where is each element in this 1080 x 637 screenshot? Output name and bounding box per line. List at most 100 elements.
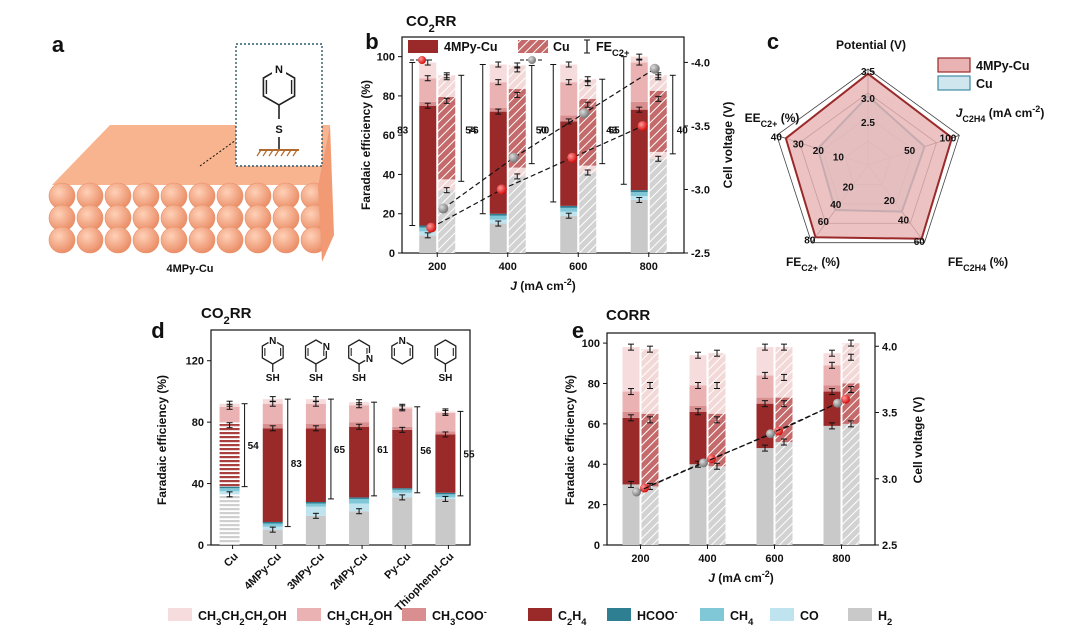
- x-tick-label: 4MPy-Cu: [242, 551, 284, 593]
- bar-4mpy-ethanol: [622, 391, 640, 412]
- x-tick-label: 600: [569, 261, 587, 273]
- bar-4mpy-ethylene: [489, 111, 507, 214]
- bar-4MPy-Cu-h2: [262, 529, 283, 545]
- y-tick-label: 0: [198, 540, 204, 552]
- legend-ball-cu: [528, 56, 536, 64]
- bar-cu-h2: [508, 176, 526, 253]
- n-bg: [364, 353, 375, 363]
- y2-tick-label: 4.0: [882, 341, 897, 353]
- bar-4mpy-ethanol: [489, 82, 507, 108]
- panel-d-frame: [210, 329, 471, 546]
- bar-cu-ethylene: [842, 389, 860, 424]
- product-legend: CH3CH2CH2OH CH3CH2OH CH3COO- C2H4 HCOO- CH4 CO…: [168, 607, 892, 627]
- bar-cu-ethylene: [649, 98, 667, 152]
- n-bg: [321, 341, 332, 351]
- y-tick-label: 0: [389, 248, 395, 260]
- bar-cu-propanol: [775, 347, 793, 378]
- bar-Py-Cu-formate: [392, 488, 413, 490]
- radar-tick-label: 100: [940, 134, 957, 145]
- bar-cu-methane: [579, 166, 597, 169]
- y-tick-label: 100: [377, 52, 395, 64]
- bar-4MPy-Cu-ethylene: [262, 428, 283, 522]
- bar-Cu-ethylene: [219, 425, 240, 487]
- legend-label-co: CO: [800, 609, 819, 623]
- n-bg: [397, 335, 408, 345]
- legend-label-ethylene: C2H4: [558, 609, 587, 627]
- x-tick-label: 200: [631, 553, 649, 565]
- radar-tick-label: 50: [904, 146, 916, 157]
- panel-b-frame: [401, 36, 685, 254]
- bar-2MPy-Cu-ethylene: [349, 426, 370, 498]
- x-tick-label: 600: [765, 553, 783, 565]
- bar-Thiophenol-Cu-ethanol: [435, 412, 456, 432]
- panel-e-xlabel: J (mA cm-2): [708, 569, 774, 585]
- bar-4mpy-formate: [489, 213, 507, 216]
- bar-2MPy-Cu-methane: [349, 498, 370, 504]
- panel-e-ylabel: Faradaic efficiency (%): [563, 375, 577, 505]
- x-tick-label: 800: [640, 261, 658, 273]
- copper-sphere: [48, 226, 76, 254]
- copper-sphere: [132, 226, 160, 254]
- y2-tick-label: 3.0: [882, 474, 897, 486]
- bar-4mpy-ethylene: [689, 411, 707, 465]
- bar-4mpy-propanol: [419, 62, 437, 79]
- bar-3MPy-Cu-ethylene: [305, 428, 326, 502]
- bar-Thiophenol-Cu-h2: [435, 498, 456, 545]
- cell-voltage-line-Cu: [442, 68, 656, 210]
- bar-cu-acetate: [649, 91, 667, 99]
- radar-tick-label: 60: [818, 217, 830, 228]
- radar-axis-potential: Potential (V): [836, 38, 906, 52]
- bar-cu-h2: [775, 442, 793, 545]
- legend-swatch-ethylene: [528, 608, 552, 621]
- panel-c-letter: c: [767, 29, 779, 54]
- panel-e-title: CORR: [606, 307, 650, 324]
- radar-axis-ee: EEC2+ (%): [745, 111, 800, 129]
- bar-2MPy-Cu-co: [349, 503, 370, 512]
- bar-4mpy-ethylene: [622, 417, 640, 485]
- radar-tick-label: 10: [833, 153, 845, 164]
- bar-cu-ethanol: [649, 77, 667, 91]
- bar-4mpy-ethanol: [560, 82, 578, 116]
- bar-cu-methane: [438, 180, 456, 185]
- cell-voltage-line-4MPy-Cu: [644, 398, 846, 489]
- y-tick-label: 40: [192, 479, 204, 491]
- radar-tick-label: 2.5: [861, 118, 875, 129]
- radar-tick-label: 60: [914, 237, 926, 248]
- radar-tick-label: 3.5: [861, 67, 875, 78]
- y2-tick-label: -2.5: [691, 248, 710, 260]
- ring-nitrogen-label: N: [323, 342, 330, 353]
- y-tick-label: 120: [186, 356, 204, 368]
- nitrogen-label: N: [275, 64, 283, 76]
- legend-label-formate: HCOO-: [637, 607, 678, 623]
- bar-4MPy-Cu-ethanol: [262, 403, 283, 424]
- sh-label: SH: [438, 373, 452, 384]
- bar-cu-propanol: [708, 353, 726, 386]
- surface-hatch: [256, 149, 262, 157]
- bar-cu-methane: [508, 168, 526, 173]
- y-tick-label: 100: [582, 338, 600, 350]
- fe-c2-label: 83: [291, 459, 303, 470]
- cell-voltage-point-4MPy-Cu: [426, 222, 437, 233]
- x-tick-label: 200: [428, 261, 446, 273]
- panel-d-title: CO2RR: [201, 305, 252, 327]
- radar-tick-label: 40: [830, 200, 842, 211]
- y-tick-label: 20: [588, 500, 600, 512]
- bar-cu-h2: [438, 190, 456, 253]
- bar-cu-h2: [649, 158, 667, 253]
- bar-cu-h2: [579, 172, 597, 253]
- radar-tick-label: 80: [804, 236, 816, 247]
- cell-voltage-point-Cu: [438, 203, 449, 214]
- bar-cu-ethanol: [708, 385, 726, 414]
- copper-sphere: [244, 226, 272, 254]
- panel-e-chart: e CORR 0 20 40 60 80 100 2.5 3.0 3.5 4.0 Faradaic ef…: [563, 307, 925, 585]
- bar-cu-ethylene: [641, 419, 659, 487]
- y2-tick-label: -3.5: [691, 121, 710, 133]
- sh-label: SH: [309, 373, 323, 384]
- cell-voltage-point-Cu: [579, 108, 590, 119]
- n-label-bg: [272, 60, 286, 74]
- cell-voltage-point-4MPy-Cu: [841, 394, 850, 404]
- y2-tick-label: -3.0: [691, 184, 710, 196]
- bar-Cu-h2: [219, 494, 240, 545]
- y-tick-label: 80: [383, 91, 395, 103]
- ring-nitrogen-label: N: [269, 336, 276, 347]
